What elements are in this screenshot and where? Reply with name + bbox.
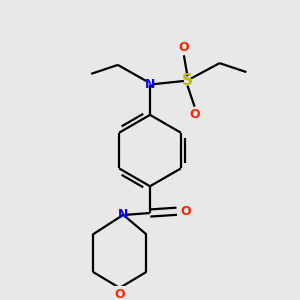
Text: O: O [178,40,189,54]
Text: N: N [145,78,155,91]
Text: O: O [180,205,191,218]
Text: O: O [114,288,125,300]
Text: S: S [182,74,193,88]
Text: N: N [118,208,128,221]
Text: O: O [189,108,200,122]
